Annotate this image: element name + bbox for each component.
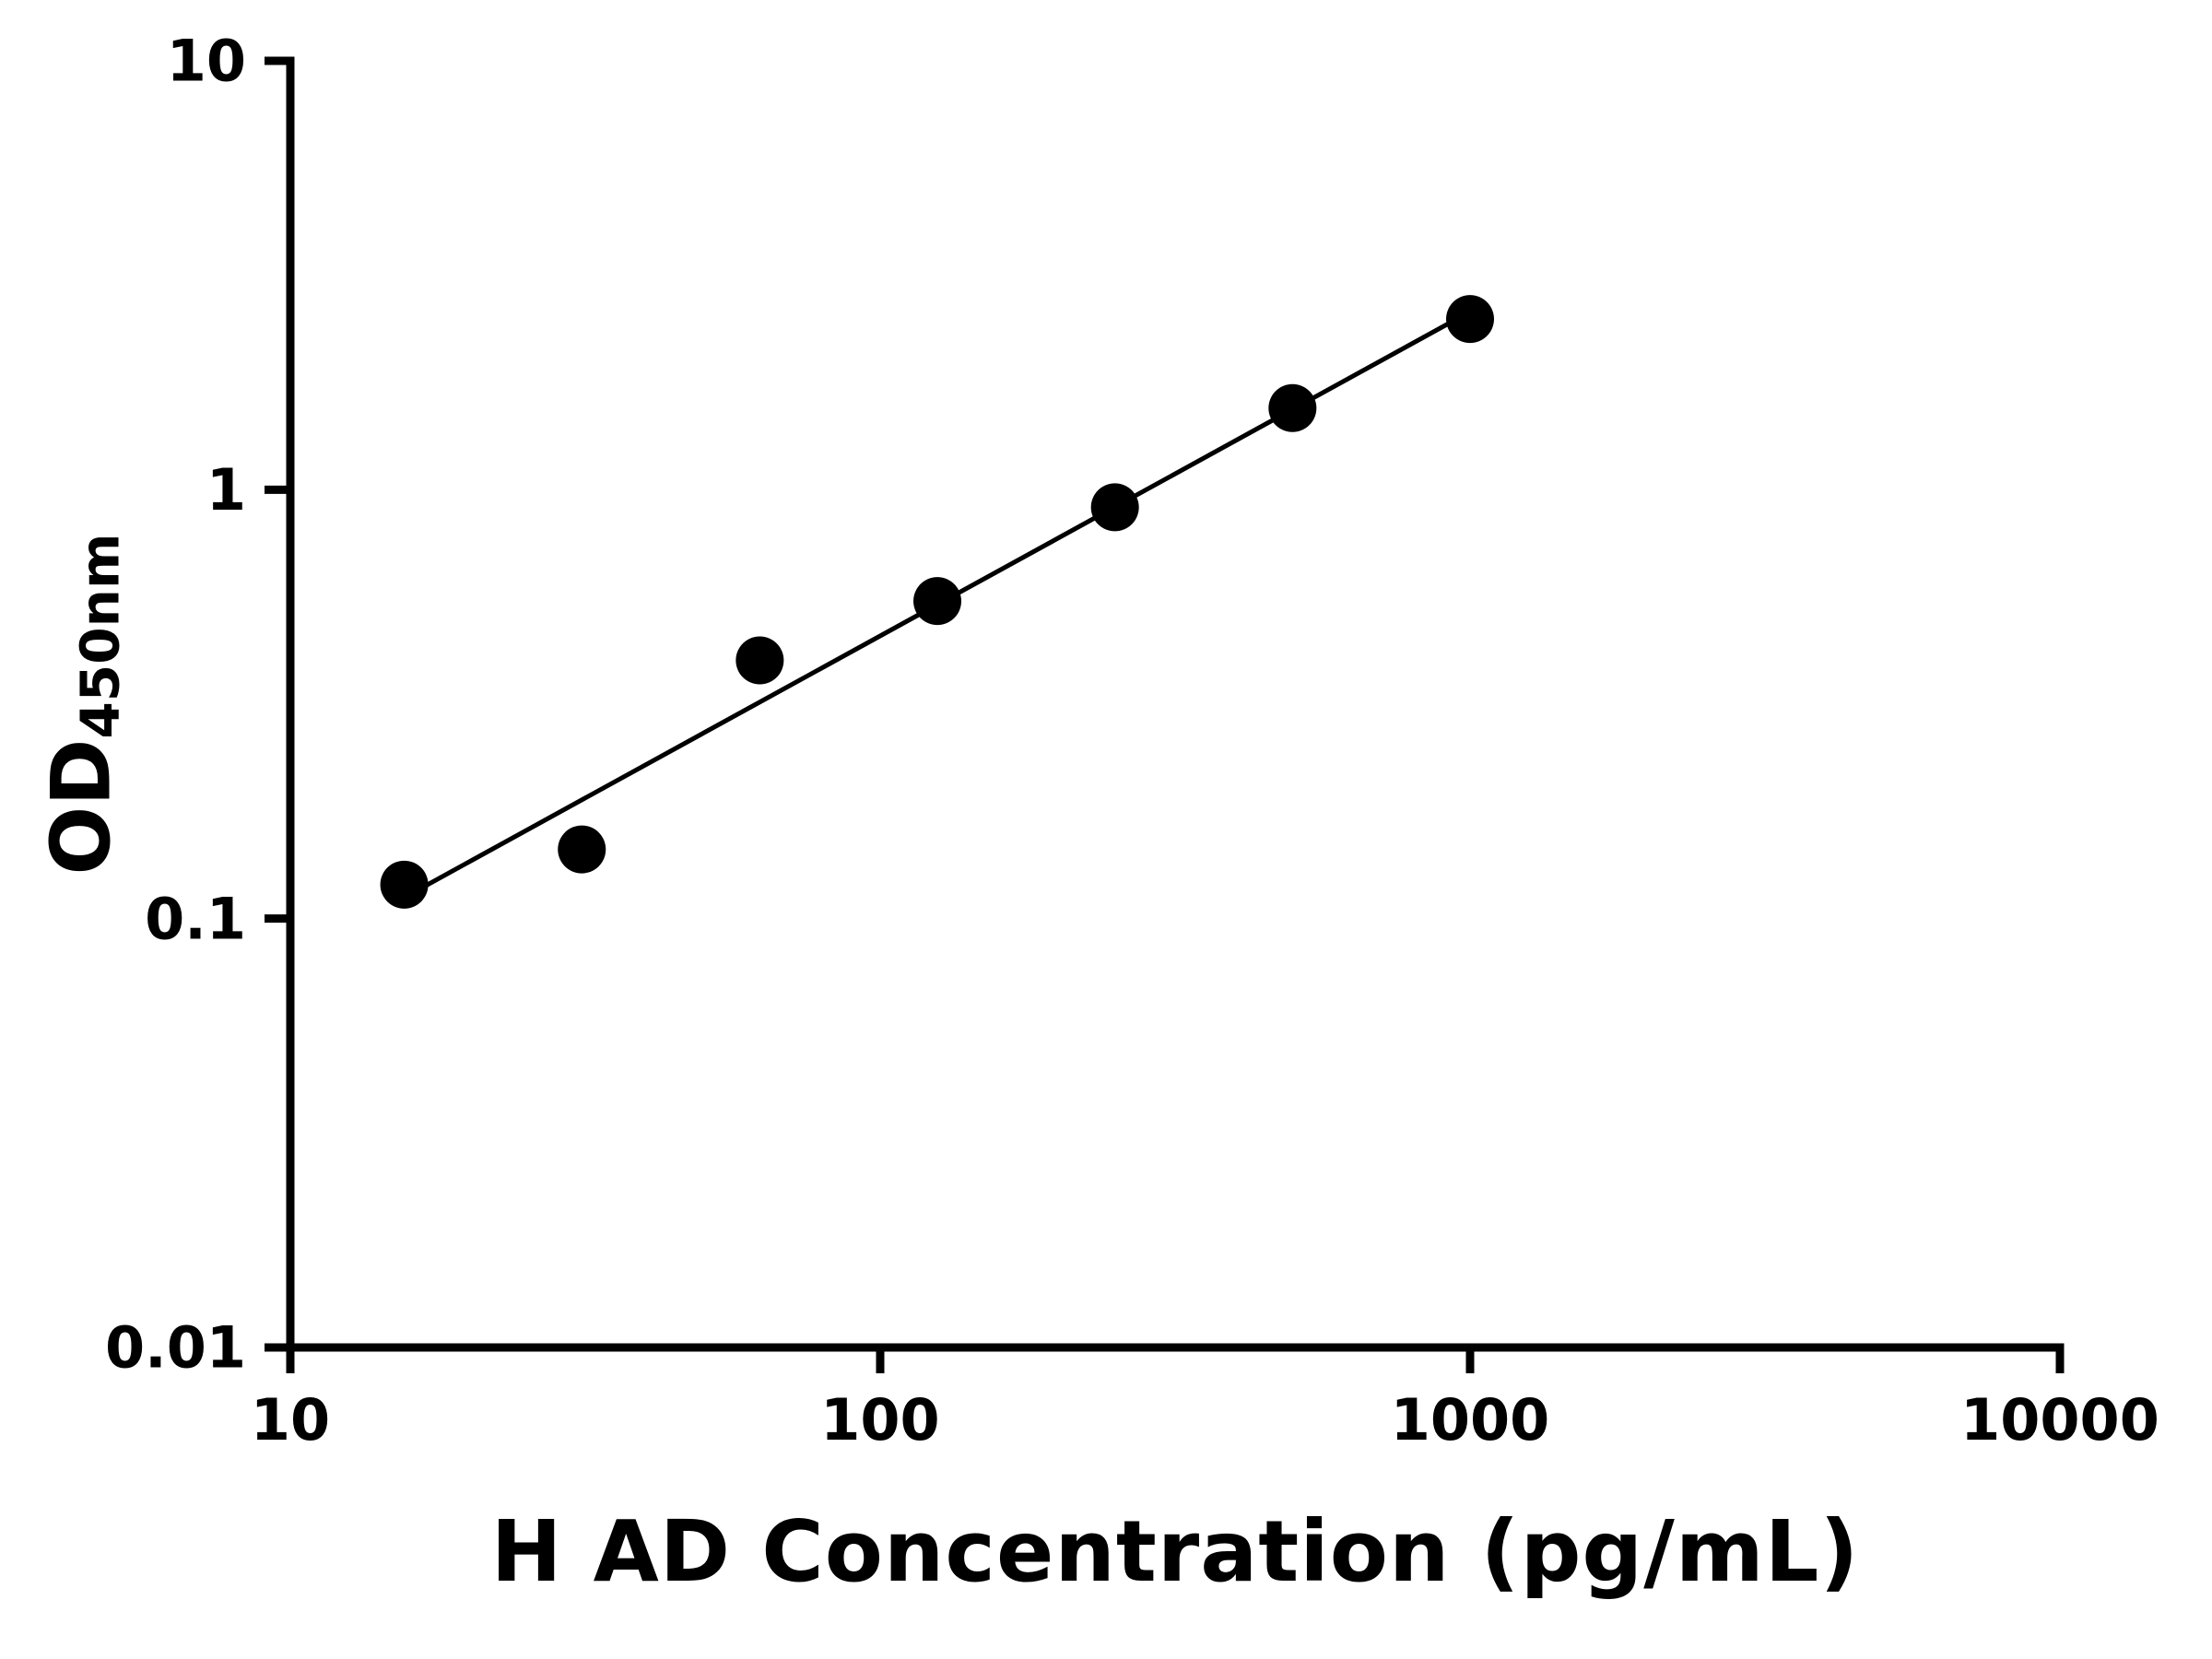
y-tick-label: 0.01: [105, 1314, 246, 1382]
data-point-marker: [1090, 483, 1139, 532]
x-tick-label: 10000: [1960, 1386, 2159, 1453]
y-axis-title-subscript: 450nm: [68, 533, 132, 739]
data-point-marker: [1446, 295, 1494, 344]
data-point-marker: [1268, 383, 1317, 432]
data-point-marker: [558, 825, 606, 874]
y-axis-title-main: OD: [33, 738, 129, 876]
data-point-marker: [380, 860, 429, 909]
x-axis-title: H AD Concentration (pg/mL): [490, 1502, 1860, 1601]
y-axis-title: OD450nm: [33, 533, 132, 876]
axis-frame: [286, 56, 2065, 1352]
y-tick-label: 0.1: [145, 885, 246, 952]
x-tick-label: 10: [251, 1386, 330, 1453]
x-tick-label: 100: [820, 1386, 939, 1453]
y-tick-label: 10: [167, 28, 246, 95]
y-tick-label: 1: [206, 456, 246, 524]
x-tick-label: 1000: [1391, 1386, 1550, 1453]
data-point-marker: [735, 636, 784, 685]
data-point-marker: [913, 577, 962, 626]
